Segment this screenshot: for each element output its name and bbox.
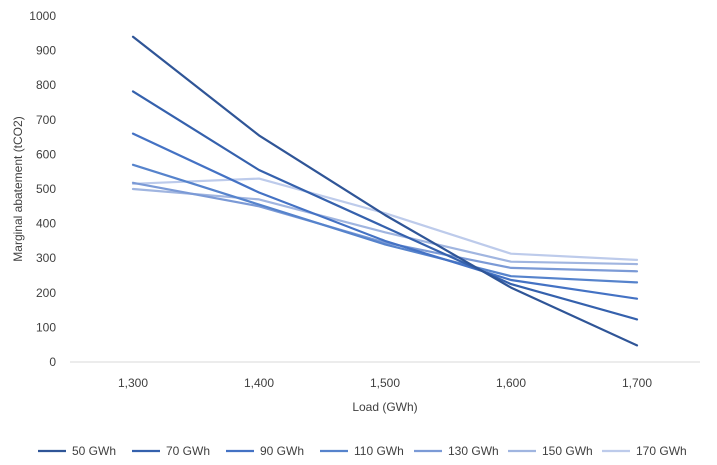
legend-label: 150 GWh (542, 444, 593, 458)
legend-label: 110 GWh (354, 444, 404, 458)
y-tick-label: 600 (36, 147, 56, 161)
x-axis-title: Load (GWh) (352, 400, 417, 414)
x-axis-ticks: 1,300 1,400 1,500 1,600 1,700 (118, 376, 652, 390)
legend-label: 90 GWh (260, 444, 304, 458)
x-tick-label: 1,700 (622, 376, 652, 390)
x-tick-label: 1,500 (370, 376, 400, 390)
y-tick-label: 100 (36, 320, 56, 334)
legend-label: 130 GWh (448, 444, 499, 458)
series-line-170-gwh (131, 177, 639, 261)
x-tick-label: 1,300 (118, 376, 148, 390)
series-line-110-gwh (131, 163, 639, 284)
series-line-70-gwh (131, 90, 639, 321)
x-tick-label: 1,400 (244, 376, 274, 390)
y-axis-title: Marginal abatement (tCO2) (11, 116, 25, 261)
x-tick-label: 1,600 (496, 376, 526, 390)
legend-label: 70 GWh (166, 444, 210, 458)
y-tick-label: 300 (36, 251, 56, 265)
y-tick-label: 700 (36, 113, 56, 127)
y-tick-label: 900 (36, 44, 56, 58)
series-line-130-gwh (131, 181, 639, 273)
series-line-90-gwh (131, 132, 639, 300)
series-line-50-gwh (131, 35, 639, 347)
y-tick-label: 500 (36, 182, 56, 196)
y-tick-label: 1000 (29, 9, 56, 23)
y-tick-label: 200 (36, 286, 56, 300)
series-lines (131, 35, 639, 347)
series-line-150-gwh (131, 187, 639, 266)
y-tick-label: 400 (36, 217, 56, 231)
y-axis-ticks: 0 100 200 300 400 500 600 700 800 900 1000 (29, 9, 56, 369)
legend-label: 170 GWh (636, 444, 687, 458)
y-tick-label: 0 (49, 355, 56, 369)
y-tick-label: 800 (36, 78, 56, 92)
legend-label: 50 GWh (72, 444, 116, 458)
legend: 50 GWh 70 GWh 90 GWh 110 GWh 130 GWh 150 GWh 1… (38, 444, 687, 458)
